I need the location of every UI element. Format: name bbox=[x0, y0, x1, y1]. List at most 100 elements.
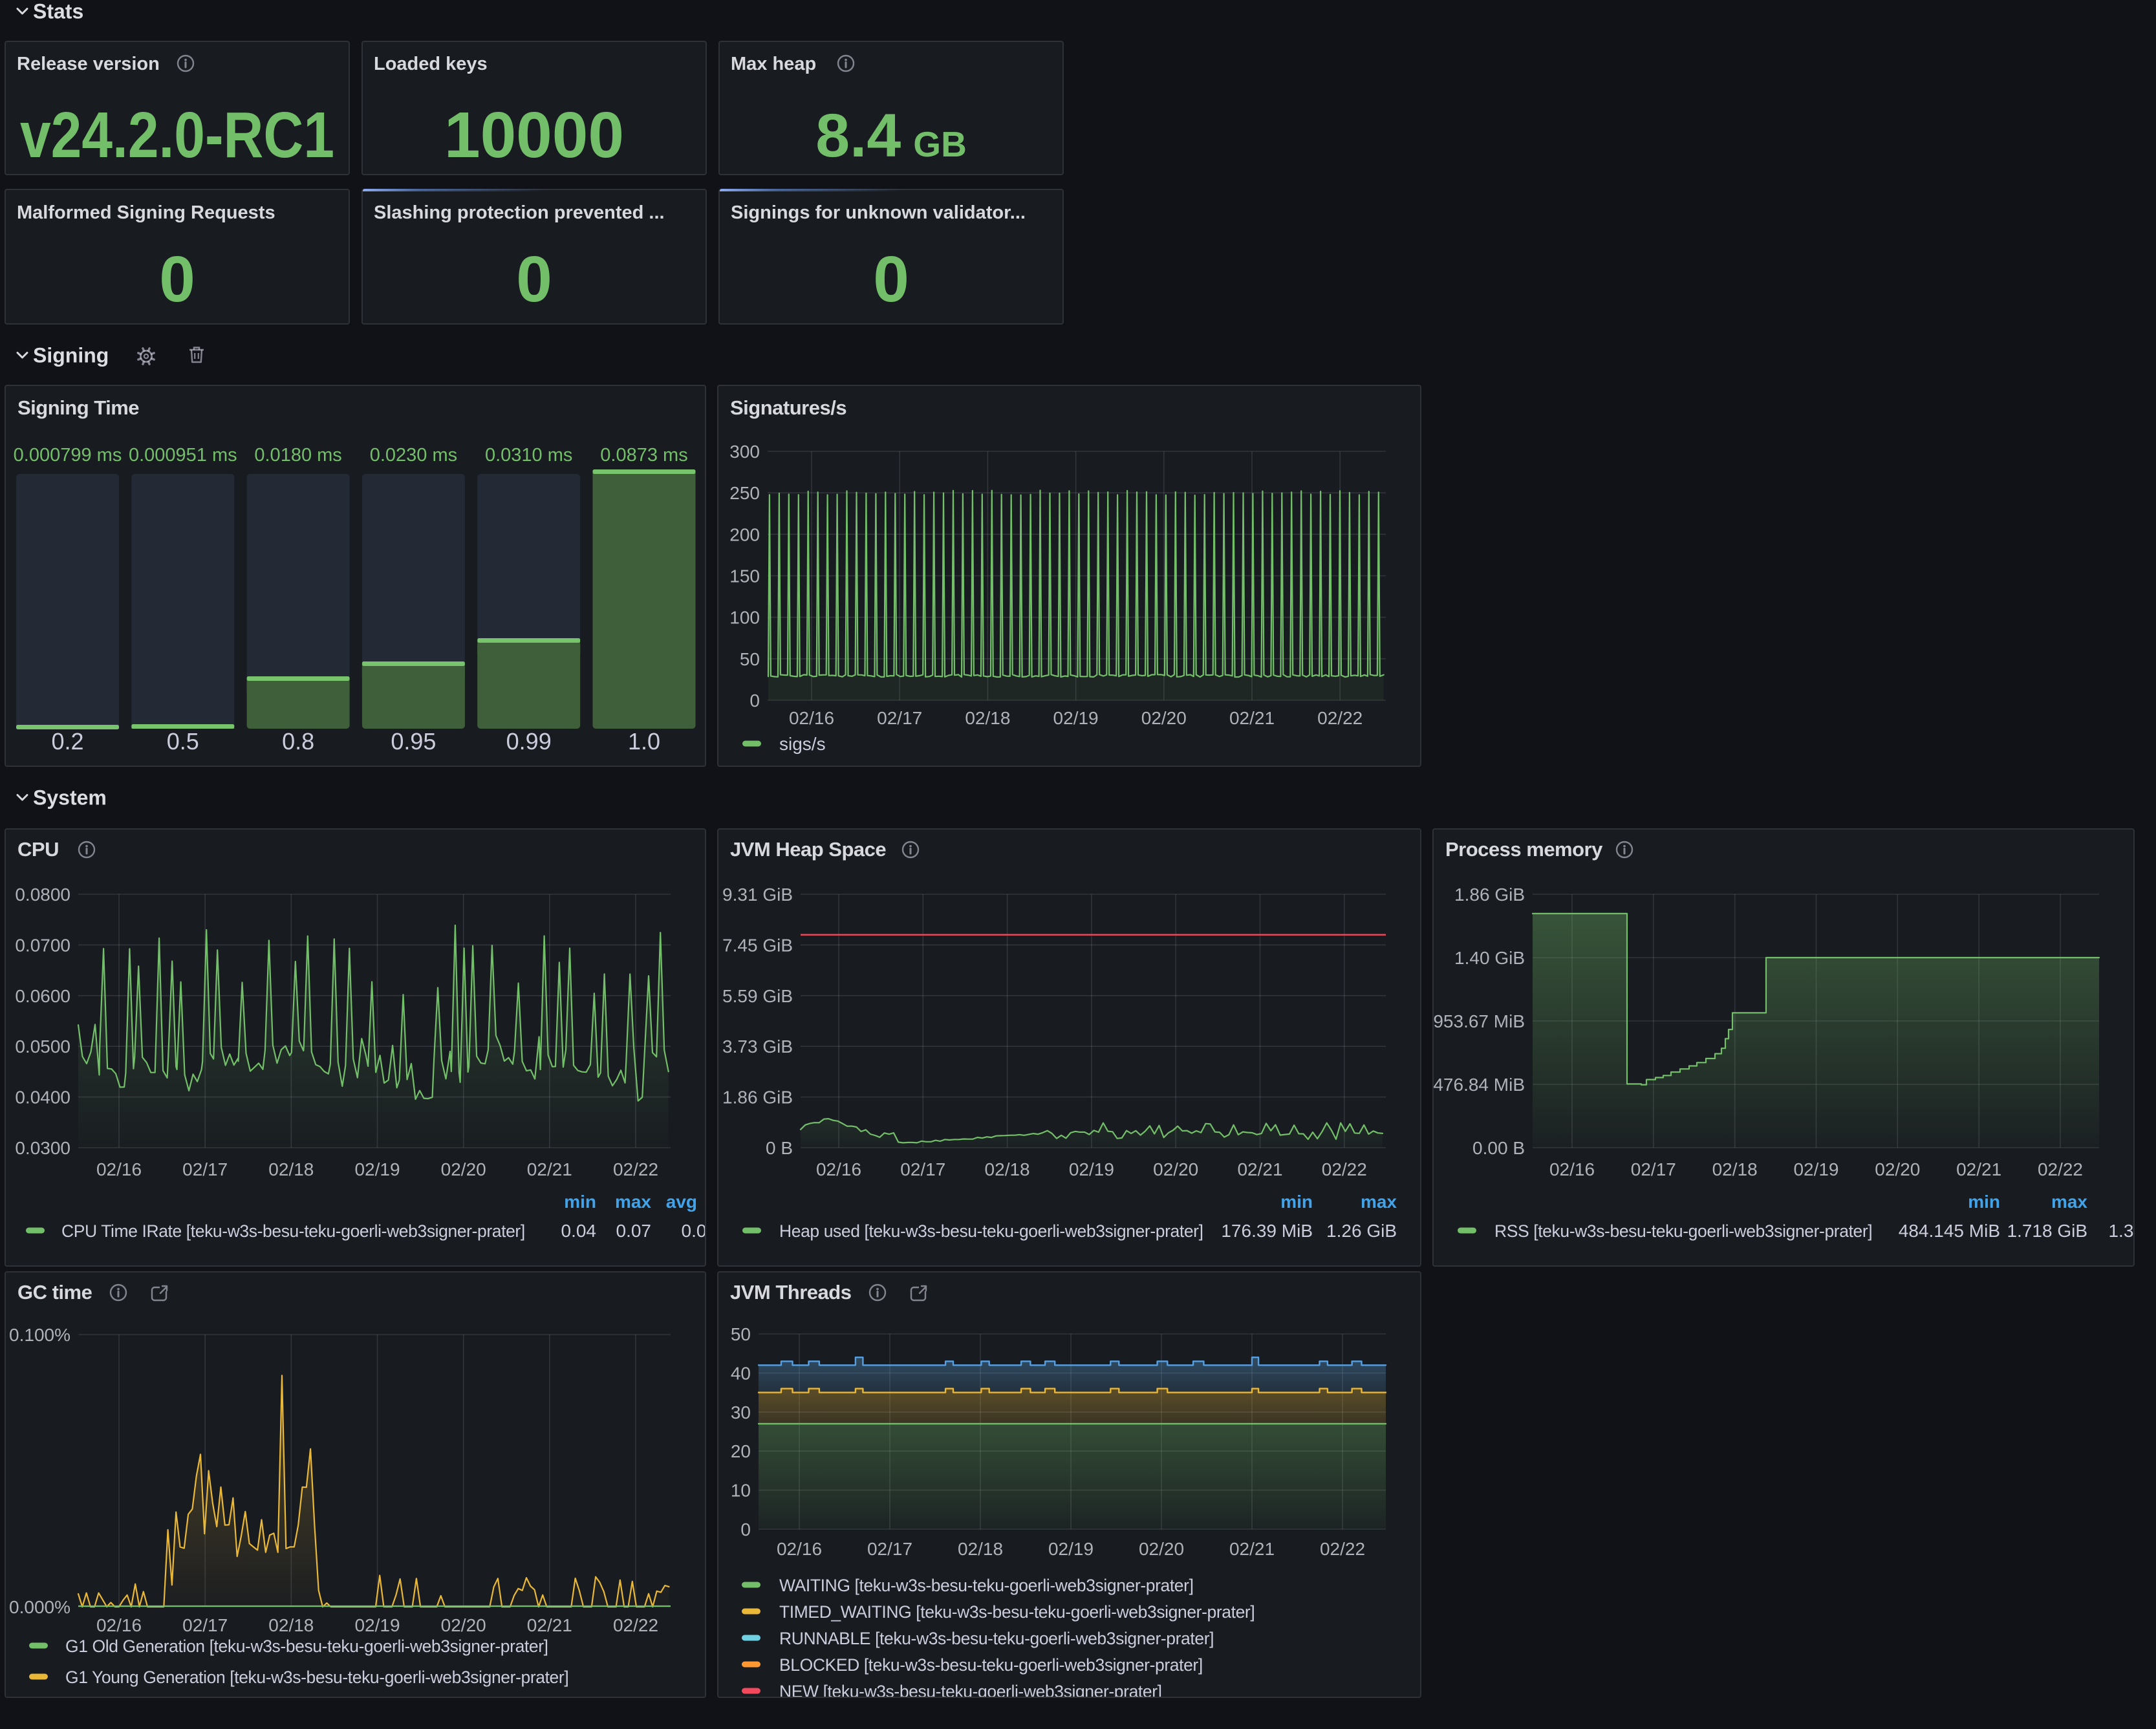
svg-text:1.40 GiB: 1.40 GiB bbox=[1454, 948, 1525, 968]
svg-text:0.0180 ms: 0.0180 ms bbox=[254, 445, 341, 466]
svg-text:CPU: CPU bbox=[17, 838, 59, 861]
svg-text:0.0400: 0.0400 bbox=[15, 1088, 70, 1108]
svg-text:02/22: 02/22 bbox=[2038, 1159, 2083, 1179]
svg-text:0: 0 bbox=[159, 243, 195, 316]
svg-text:50: 50 bbox=[740, 649, 760, 669]
svg-text:0.99: 0.99 bbox=[506, 728, 552, 755]
svg-text:7.45 GiB: 7.45 GiB bbox=[722, 935, 793, 955]
svg-text:0.0230 ms: 0.0230 ms bbox=[370, 445, 457, 466]
svg-text:Stats: Stats bbox=[33, 0, 83, 23]
svg-text:02/18: 02/18 bbox=[1712, 1159, 1758, 1179]
svg-text:RSS [teku-w3s-besu-teku-goerli: RSS [teku-w3s-besu-teku-goerli-web3signe… bbox=[1494, 1221, 1872, 1241]
svg-text:CPU Time IRate [teku-w3s-besu-: CPU Time IRate [teku-w3s-besu-teku-goerl… bbox=[61, 1221, 525, 1241]
svg-text:0.0700: 0.0700 bbox=[15, 935, 70, 955]
svg-text:0.00 B: 0.00 B bbox=[1472, 1138, 1525, 1158]
svg-text:02/20: 02/20 bbox=[1139, 1539, 1184, 1559]
svg-text:02/16: 02/16 bbox=[1549, 1159, 1595, 1179]
svg-text:Max heap: Max heap bbox=[731, 54, 816, 74]
svg-text:WAITING [teku-w3s-besu-teku-go: WAITING [teku-w3s-besu-teku-goerli-web3s… bbox=[779, 1576, 1194, 1595]
svg-text:0.95: 0.95 bbox=[391, 728, 436, 755]
svg-text:02/20: 02/20 bbox=[1141, 708, 1187, 728]
svg-text:max: max bbox=[2051, 1192, 2087, 1212]
svg-text:0.0500: 0.0500 bbox=[15, 1036, 70, 1057]
svg-text:02/21: 02/21 bbox=[527, 1159, 572, 1179]
svg-text:1.0: 1.0 bbox=[628, 728, 660, 755]
svg-text:02/18: 02/18 bbox=[985, 1159, 1030, 1179]
svg-text:20: 20 bbox=[731, 1441, 751, 1461]
svg-text:02/22: 02/22 bbox=[613, 1159, 658, 1179]
svg-text:02/18: 02/18 bbox=[268, 1159, 314, 1179]
svg-text:02/22: 02/22 bbox=[1322, 1159, 1367, 1179]
svg-text:0: 0 bbox=[516, 243, 552, 316]
svg-text:02/16: 02/16 bbox=[789, 708, 834, 728]
svg-text:40: 40 bbox=[731, 1363, 751, 1383]
svg-text:max: max bbox=[1361, 1192, 1397, 1212]
svg-text:Heap used [teku-w3s-besu-teku-: Heap used [teku-w3s-besu-teku-goerli-web… bbox=[779, 1221, 1203, 1241]
svg-text:BLOCKED [teku-w3s-besu-teku-go: BLOCKED [teku-w3s-besu-teku-goerli-web3s… bbox=[779, 1655, 1203, 1675]
svg-text:Signing: Signing bbox=[33, 344, 109, 367]
svg-text:02/17: 02/17 bbox=[900, 1159, 945, 1179]
svg-text:30: 30 bbox=[731, 1402, 751, 1423]
svg-text:02/19: 02/19 bbox=[354, 1159, 400, 1179]
svg-text:System: System bbox=[33, 786, 107, 810]
svg-text:Signing Time: Signing Time bbox=[17, 396, 139, 419]
svg-text:G1 Young Generation [teku-w3s-: G1 Young Generation [teku-w3s-besu-teku-… bbox=[65, 1668, 568, 1687]
svg-text:0: 0 bbox=[749, 691, 760, 711]
svg-text:02/19: 02/19 bbox=[1048, 1539, 1094, 1559]
svg-text:JVM Heap Space: JVM Heap Space bbox=[730, 838, 886, 861]
svg-text:150: 150 bbox=[729, 566, 760, 586]
svg-text:G1 Old Generation [teku-w3s-be: G1 Old Generation [teku-w3s-besu-teku-go… bbox=[65, 1637, 548, 1656]
svg-text:02/18: 02/18 bbox=[965, 708, 1010, 728]
svg-text:02/16: 02/16 bbox=[96, 1615, 142, 1635]
svg-text:02/20: 02/20 bbox=[1153, 1159, 1198, 1179]
svg-text:0: 0 bbox=[873, 243, 909, 316]
svg-text:JVM Threads: JVM Threads bbox=[730, 1281, 851, 1304]
svg-text:10: 10 bbox=[731, 1481, 751, 1501]
svg-text:RUNNABLE [teku-w3s-besu-teku-g: RUNNABLE [teku-w3s-besu-teku-goerli-web3… bbox=[779, 1629, 1214, 1648]
svg-text:300: 300 bbox=[729, 442, 760, 462]
svg-text:0 B: 0 B bbox=[766, 1138, 793, 1158]
svg-text:02/21: 02/21 bbox=[527, 1615, 572, 1635]
svg-text:02/22: 02/22 bbox=[1317, 708, 1363, 728]
svg-text:02/17: 02/17 bbox=[877, 708, 922, 728]
svg-text:9.31 GiB: 9.31 GiB bbox=[722, 885, 793, 905]
svg-text:sigs/s: sigs/s bbox=[779, 734, 826, 754]
svg-text:484.145 MiB: 484.145 MiB bbox=[1899, 1221, 2000, 1241]
svg-text:02/17: 02/17 bbox=[182, 1615, 228, 1635]
svg-text:476.84 MiB: 476.84 MiB bbox=[1433, 1075, 1525, 1095]
svg-text:0.8: 0.8 bbox=[282, 728, 314, 755]
svg-text:8.4 GB: 8.4 GB bbox=[815, 102, 967, 170]
svg-text:02/21: 02/21 bbox=[1956, 1159, 2001, 1179]
svg-text:0.05: 0.05 bbox=[682, 1221, 717, 1241]
svg-text:5.59 GiB: 5.59 GiB bbox=[722, 986, 793, 1006]
svg-text:0.5: 0.5 bbox=[167, 728, 199, 755]
svg-text:50: 50 bbox=[731, 1324, 751, 1344]
svg-text:10000: 10000 bbox=[444, 99, 624, 171]
svg-text:100: 100 bbox=[729, 608, 760, 628]
svg-text:Malformed Signing Requests: Malformed Signing Requests bbox=[17, 202, 275, 223]
svg-text:02/20: 02/20 bbox=[441, 1615, 486, 1635]
svg-text:0.0800: 0.0800 bbox=[15, 885, 70, 905]
svg-text:02/18: 02/18 bbox=[958, 1539, 1003, 1559]
svg-text:02/16: 02/16 bbox=[777, 1539, 822, 1559]
svg-text:Signings for unknown validator: Signings for unknown validator... bbox=[731, 202, 1026, 223]
svg-text:0.100%: 0.100% bbox=[9, 1325, 70, 1345]
svg-text:02/20: 02/20 bbox=[1875, 1159, 1920, 1179]
svg-text:1.86 GiB: 1.86 GiB bbox=[722, 1088, 793, 1108]
svg-text:0.04: 0.04 bbox=[561, 1221, 597, 1241]
svg-text:0.07: 0.07 bbox=[616, 1221, 652, 1241]
svg-text:0.0300: 0.0300 bbox=[15, 1138, 70, 1158]
svg-text:1.86 GiB: 1.86 GiB bbox=[1454, 885, 1525, 905]
svg-text:0.2: 0.2 bbox=[51, 728, 83, 755]
svg-text:02/18: 02/18 bbox=[268, 1615, 314, 1635]
svg-text:0.0873 ms: 0.0873 ms bbox=[600, 445, 687, 466]
svg-text:02/16: 02/16 bbox=[96, 1159, 142, 1179]
svg-text:1.345 GiB: 1.345 GiB bbox=[2108, 1221, 2156, 1241]
svg-text:TIMED_WAITING [teku-w3s-besu-t: TIMED_WAITING [teku-w3s-besu-teku-goerli… bbox=[779, 1602, 1255, 1622]
svg-text:02/19: 02/19 bbox=[1069, 1159, 1114, 1179]
svg-text:min: min bbox=[564, 1192, 596, 1212]
svg-text:176.39 MiB: 176.39 MiB bbox=[1221, 1221, 1313, 1241]
svg-text:1.718 GiB: 1.718 GiB bbox=[2007, 1221, 2087, 1241]
svg-text:953.67 MiB: 953.67 MiB bbox=[1433, 1011, 1525, 1031]
svg-text:v24.2.0-RC1: v24.2.0-RC1 bbox=[20, 99, 334, 171]
